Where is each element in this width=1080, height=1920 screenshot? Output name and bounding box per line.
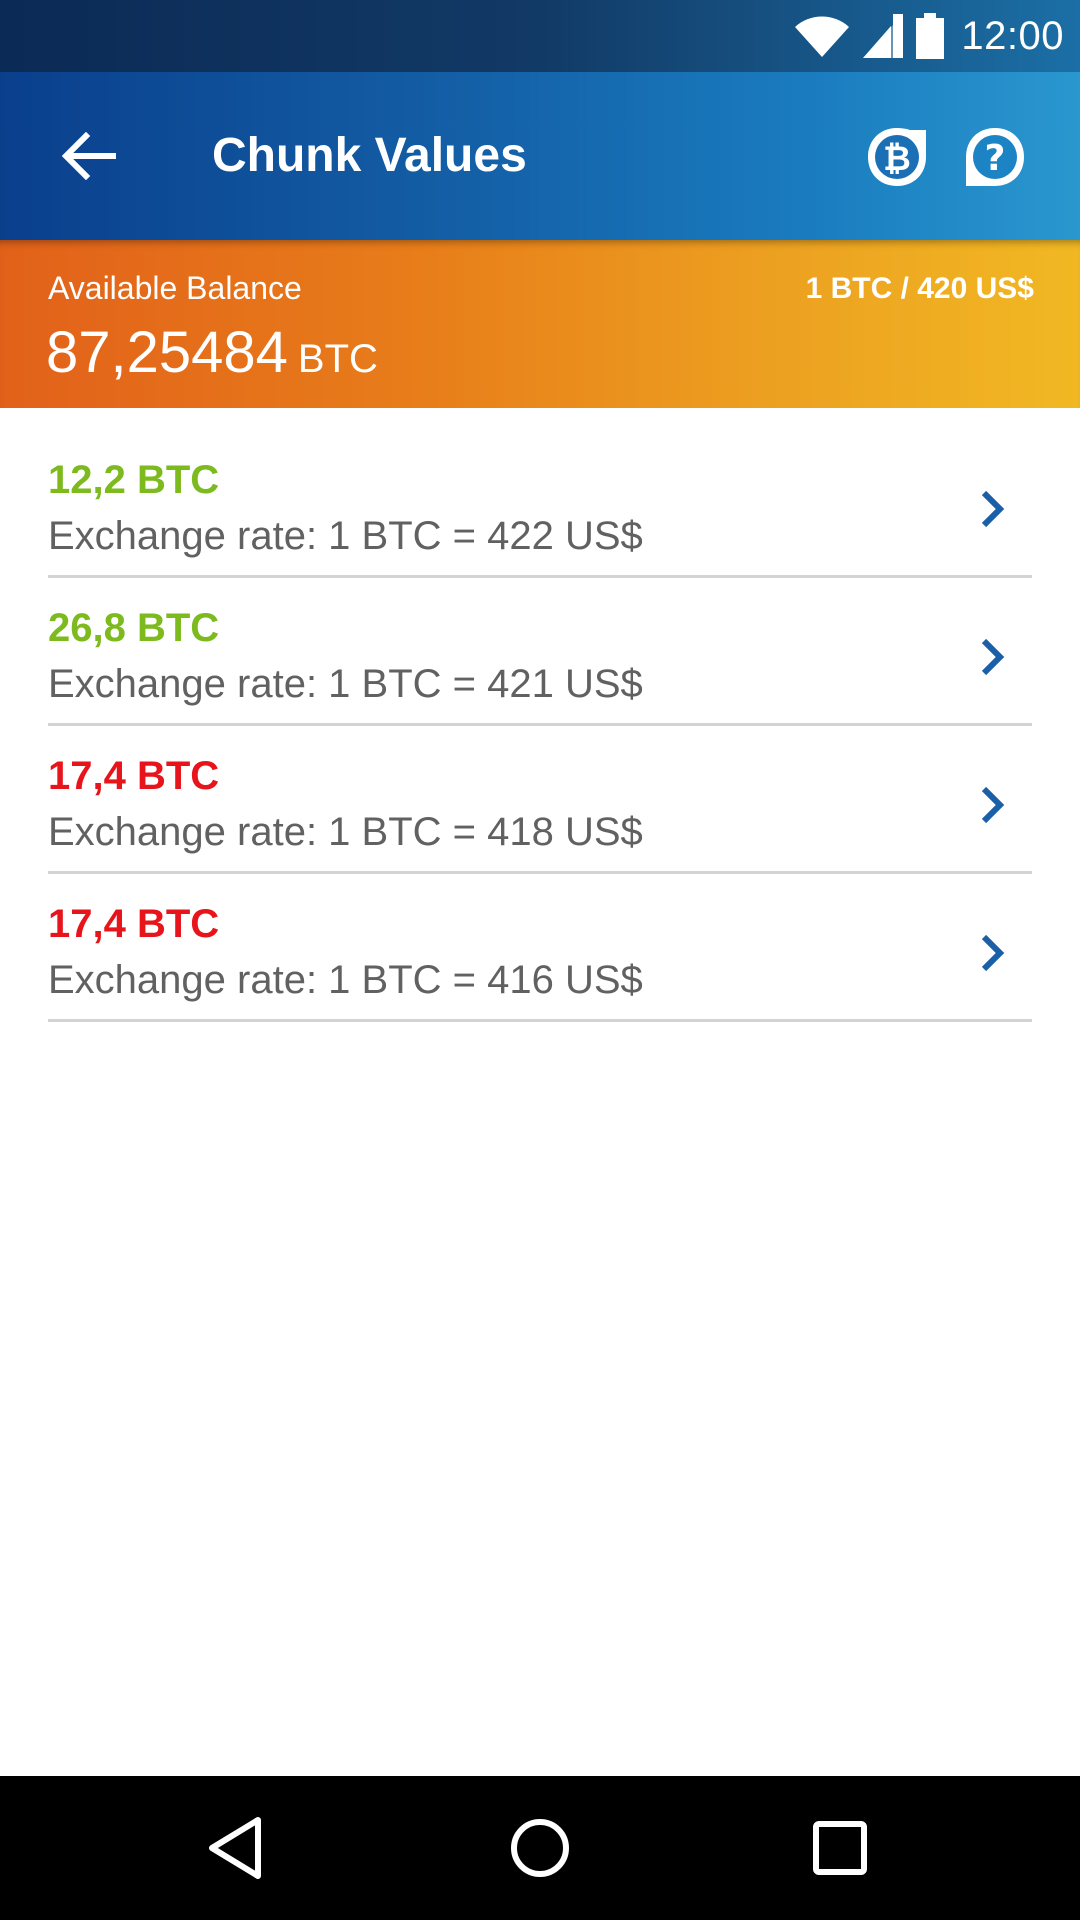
navigation-bar <box>0 1776 1080 1920</box>
svg-text:₿: ₿ <box>883 139 911 179</box>
list-item[interactable]: 26,8 BTC Exchange rate: 1 BTC = 421 US$ <box>48 578 1032 726</box>
chunk-amount: 17,4 BTC <box>48 754 220 798</box>
bitcoin-button[interactable]: ₿ <box>860 120 934 194</box>
exchange-rate-summary: 1 BTC / 420 US$ <box>805 272 1034 305</box>
help-button[interactable]: ? <box>958 120 1032 194</box>
chunk-amount: 12,2 BTC <box>48 458 220 502</box>
status-bar: 12:00 <box>0 0 1080 72</box>
list-item[interactable]: 17,4 BTC Exchange rate: 1 BTC = 416 US$ <box>48 874 1032 1022</box>
svg-text:?: ? <box>985 138 1006 179</box>
list-item[interactable]: 17,4 BTC Exchange rate: 1 BTC = 418 US$ <box>48 726 1032 874</box>
balance-banner: Available Balance 87,25484 BTC 1 BTC / 42… <box>0 240 1080 408</box>
chunk-amount: 26,8 BTC <box>48 606 220 650</box>
nav-recents-button[interactable] <box>804 1812 876 1884</box>
page-title: Chunk Values <box>212 129 527 182</box>
app-bar: Chunk Values ₿ ? <box>0 72 1080 240</box>
balance-unit: BTC <box>297 337 378 381</box>
chunk-list: 12,2 BTC Exchange rate: 1 BTC = 422 US$ … <box>48 408 1032 1022</box>
status-icons: 12:00 <box>793 0 1064 72</box>
back-arrow-icon <box>61 132 116 180</box>
chunk-exchange-rate: Exchange rate: 1 BTC = 418 US$ <box>48 810 643 854</box>
status-time: 12:00 <box>961 13 1064 58</box>
list-item[interactable]: 12,2 BTC Exchange rate: 1 BTC = 422 US$ <box>48 408 1032 578</box>
nav-home-button[interactable] <box>504 1812 576 1884</box>
help-icon: ? <box>966 128 1024 186</box>
chunk-exchange-rate: Exchange rate: 1 BTC = 421 US$ <box>48 662 643 706</box>
balance-label: Available Balance <box>48 270 302 306</box>
balance-value: 87,25484 BTC <box>46 318 378 394</box>
wifi-icon <box>795 16 850 57</box>
bitcoin-icon: ₿ <box>868 128 926 186</box>
back-button[interactable] <box>44 112 132 200</box>
chunk-exchange-rate: Exchange rate: 1 BTC = 416 US$ <box>48 958 643 1002</box>
cell-signal-icon <box>863 14 904 58</box>
nav-back-button[interactable] <box>200 1812 272 1884</box>
recents-square-icon <box>813 1821 867 1875</box>
battery-icon <box>916 13 945 59</box>
home-circle-icon <box>511 1819 569 1877</box>
back-triangle-icon <box>209 1817 261 1879</box>
chevron-right-icon <box>981 490 1005 528</box>
chevron-right-icon <box>981 786 1005 824</box>
balance-amount: 87,25484 <box>46 320 288 385</box>
chunk-amount: 17,4 BTC <box>48 902 220 946</box>
chevron-right-icon <box>981 934 1005 972</box>
chunk-exchange-rate: Exchange rate: 1 BTC = 422 US$ <box>48 514 643 558</box>
chevron-right-icon <box>981 638 1005 676</box>
